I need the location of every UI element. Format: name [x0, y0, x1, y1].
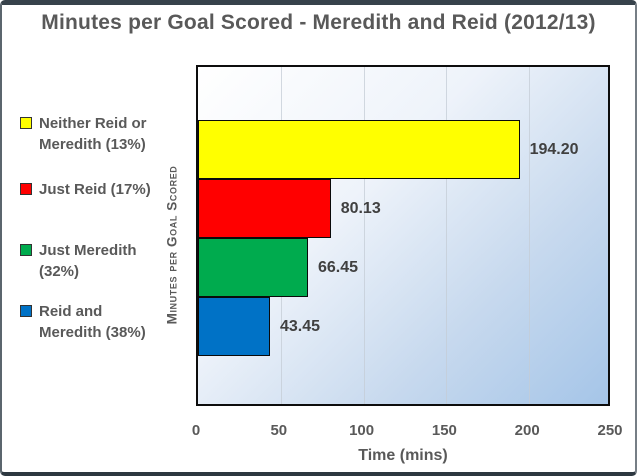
legend-item-3: Reid and Meredith (38%)	[20, 301, 170, 343]
x-tick-label: 200	[514, 422, 540, 439]
bar-value-label: 194.20	[529, 140, 579, 158]
legend-swatch-icon	[20, 244, 32, 256]
legend-label: Reid and Meredith (38%)	[39, 303, 146, 341]
bar-2	[198, 238, 308, 297]
x-tick-label: 100	[349, 422, 375, 439]
legend-label: Just Meredith (32%)	[39, 242, 137, 280]
bar-value-label: 66.45	[318, 258, 359, 276]
gridline	[529, 67, 531, 404]
legend-item-2: Just Meredith (32%)	[20, 240, 170, 282]
gridline	[446, 67, 448, 404]
y-axis-title: Minutes per Goal Scored	[164, 165, 180, 325]
legend-swatch-icon	[20, 305, 32, 317]
x-tick-label: 50	[270, 422, 288, 439]
legend-item-1: Just Reid (17%)	[20, 179, 170, 200]
chart-title: Minutes per Goal Scored - Meredith and R…	[41, 11, 596, 34]
x-tick-label: 0	[191, 422, 201, 439]
x-tick-label: 150	[431, 422, 457, 439]
gridline	[363, 67, 365, 404]
x-axis-title: Time (mins)	[358, 447, 448, 464]
bar-value-label: 43.45	[280, 317, 321, 335]
plot-area: 194.20 80.13 66.45 43.45	[196, 65, 610, 406]
x-tick-label: 250	[597, 422, 623, 439]
bar-value-label: 80.13	[340, 199, 381, 217]
legend-label: Just Reid (17%)	[39, 181, 151, 198]
bar-3	[198, 297, 270, 356]
legend-item-0: Neither Reid or Meredith (13%)	[20, 113, 170, 155]
legend-swatch-icon	[20, 117, 32, 129]
legend-swatch-icon	[20, 183, 32, 195]
bar-1	[198, 179, 331, 238]
legend-label: Neither Reid or Meredith (13%)	[39, 115, 147, 153]
bar-0	[198, 120, 520, 179]
